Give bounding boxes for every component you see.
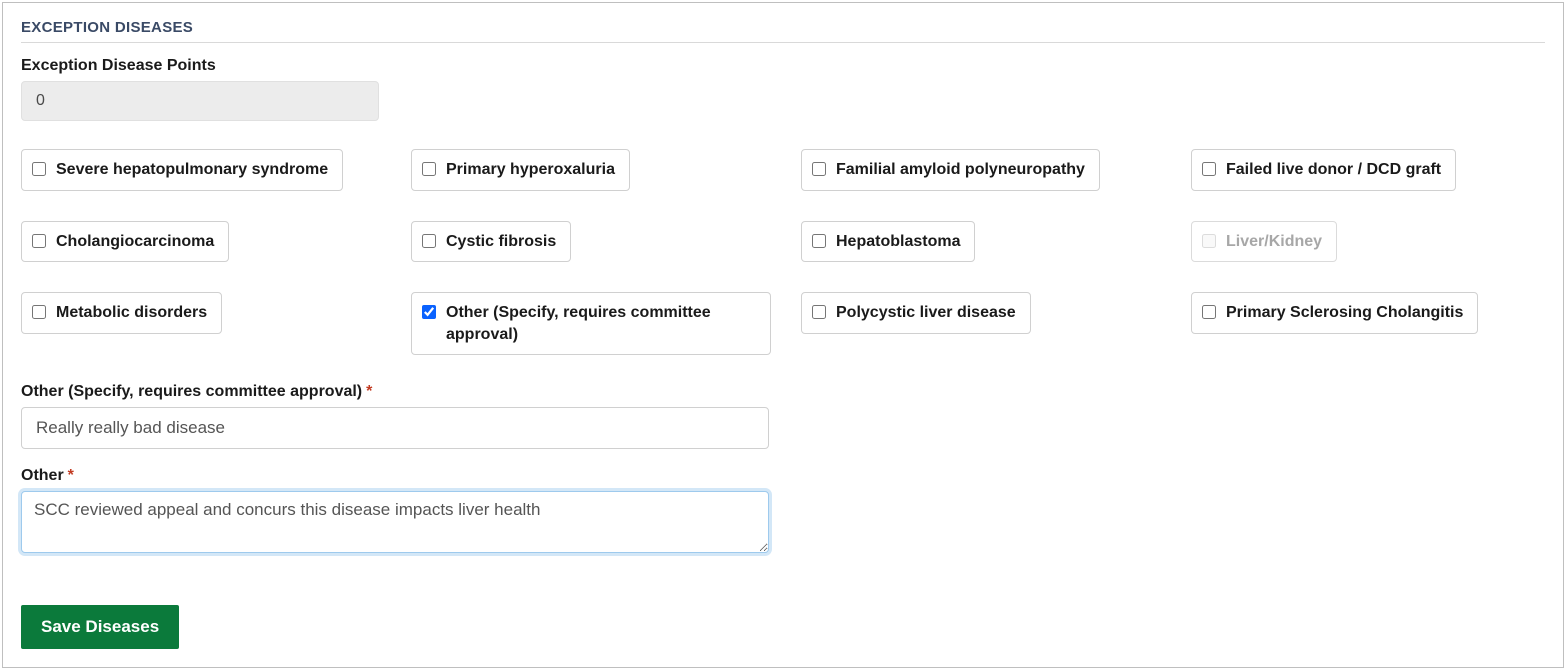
disease-primary-hyperoxaluria-checkbox[interactable] xyxy=(422,162,436,176)
disease-hepatoblastoma-label: Hepatoblastoma xyxy=(836,231,960,253)
disease-cholangiocarcinoma-checkbox[interactable] xyxy=(32,234,46,248)
required-star-icon: * xyxy=(68,467,74,484)
disease-hepatoblastoma[interactable]: Hepatoblastoma xyxy=(801,221,975,263)
disease-cystic-fibrosis[interactable]: Cystic fibrosis xyxy=(411,221,571,263)
disease-polycystic[interactable]: Polycystic liver disease xyxy=(801,292,1031,334)
other-note-label: Other* xyxy=(21,467,1545,485)
exception-diseases-panel: EXCEPTION DISEASES Exception Disease Poi… xyxy=(2,2,1564,668)
disease-primary-hyperoxaluria[interactable]: Primary hyperoxaluria xyxy=(411,149,630,191)
disease-other-label: Other (Specify, requires committee appro… xyxy=(446,302,756,345)
disease-other[interactable]: Other (Specify, requires committee appro… xyxy=(411,292,771,355)
disease-liver-kidney-label: Liver/Kidney xyxy=(1226,231,1322,253)
disease-failed-live-donor[interactable]: Failed live donor / DCD graft xyxy=(1191,149,1456,191)
disease-psc-label: Primary Sclerosing Cholangitis xyxy=(1226,302,1463,324)
disease-cystic-fibrosis-checkbox[interactable] xyxy=(422,234,436,248)
disease-familial-amyloid-label: Familial amyloid polyneuropathy xyxy=(836,159,1085,181)
disease-polycystic-label: Polycystic liver disease xyxy=(836,302,1016,324)
disease-liver-kidney: Liver/Kidney xyxy=(1191,221,1337,263)
disease-primary-hyperoxaluria-label: Primary hyperoxaluria xyxy=(446,159,615,181)
other-specify-block: Other (Specify, requires committee appro… xyxy=(21,383,1545,449)
disease-severe-hps-checkbox[interactable] xyxy=(32,162,46,176)
disease-cholangiocarcinoma-label: Cholangiocarcinoma xyxy=(56,231,214,253)
disease-cystic-fibrosis-label: Cystic fibrosis xyxy=(446,231,556,253)
disease-metabolic-disorders-label: Metabolic disorders xyxy=(56,302,207,324)
disease-familial-amyloid-checkbox[interactable] xyxy=(812,162,826,176)
disease-liver-kidney-checkbox xyxy=(1202,234,1216,248)
save-diseases-button[interactable]: Save Diseases xyxy=(21,605,179,649)
disease-metabolic-disorders[interactable]: Metabolic disorders xyxy=(21,292,222,334)
points-label: Exception Disease Points xyxy=(21,57,1545,75)
disease-failed-live-donor-label: Failed live donor / DCD graft xyxy=(1226,159,1441,181)
disease-failed-live-donor-checkbox[interactable] xyxy=(1202,162,1216,176)
disease-grid: Severe hepatopulmonary syndrome Primary h… xyxy=(21,149,1545,355)
section-title: EXCEPTION DISEASES xyxy=(21,19,1545,43)
disease-severe-hps[interactable]: Severe hepatopulmonary syndrome xyxy=(21,149,343,191)
other-note-textarea[interactable] xyxy=(21,491,769,553)
required-star-icon: * xyxy=(366,383,372,400)
other-specify-label: Other (Specify, requires committee appro… xyxy=(21,383,1545,401)
disease-cholangiocarcinoma[interactable]: Cholangiocarcinoma xyxy=(21,221,229,263)
disease-polycystic-checkbox[interactable] xyxy=(812,305,826,319)
disease-psc[interactable]: Primary Sclerosing Cholangitis xyxy=(1191,292,1478,334)
points-value: 0 xyxy=(21,81,379,121)
disease-other-checkbox[interactable] xyxy=(422,305,436,319)
other-specify-input[interactable] xyxy=(21,407,769,449)
other-note-label-text: Other xyxy=(21,467,64,484)
disease-familial-amyloid[interactable]: Familial amyloid polyneuropathy xyxy=(801,149,1100,191)
other-specify-label-text: Other (Specify, requires committee appro… xyxy=(21,383,362,400)
other-note-block: Other* xyxy=(21,467,1545,558)
disease-severe-hps-label: Severe hepatopulmonary syndrome xyxy=(56,159,328,181)
disease-metabolic-disorders-checkbox[interactable] xyxy=(32,305,46,319)
disease-hepatoblastoma-checkbox[interactable] xyxy=(812,234,826,248)
disease-psc-checkbox[interactable] xyxy=(1202,305,1216,319)
